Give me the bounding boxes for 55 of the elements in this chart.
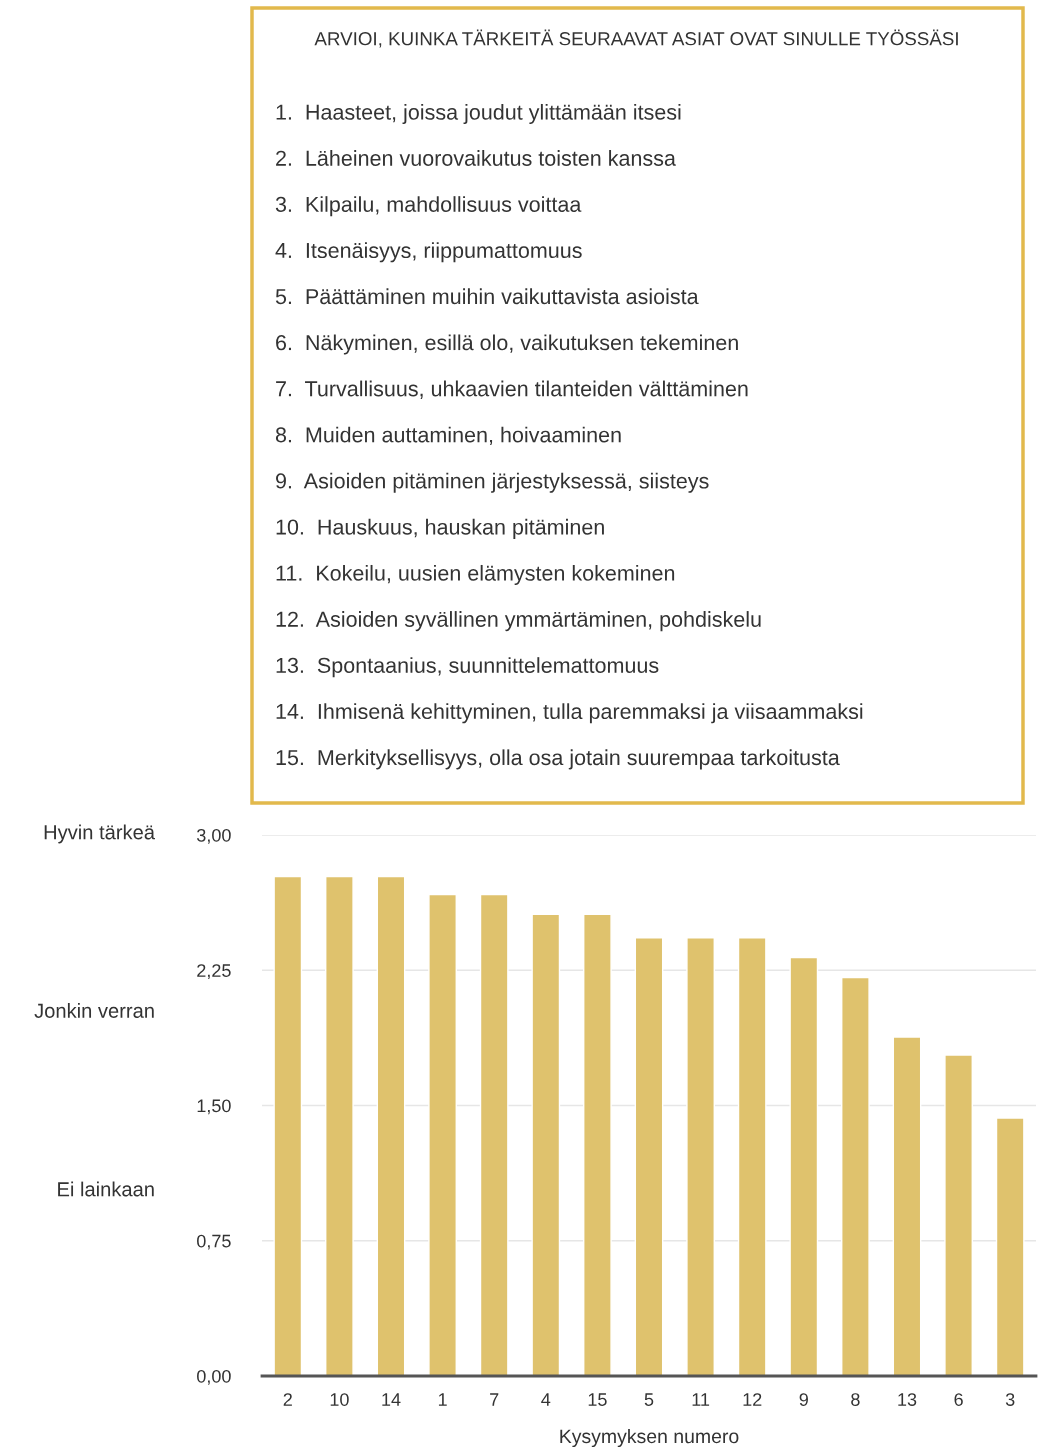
text: 3. Kilpailu, mahdollisuus voittaa (275, 196, 582, 217)
bar (634, 937, 664, 1376)
y-tick-label: 2,25 (197, 964, 231, 980)
text: 10. Hauskuus, hauskan pitäminen (276, 518, 604, 539)
x-tick-label: 4 (541, 1393, 551, 1406)
x-tick-label: 8 (851, 1393, 860, 1406)
x-tick-label: 9 (799, 1393, 808, 1406)
text: 12. Asioiden syvällinen ymmärtäminen, pohdiskelu (276, 611, 761, 632)
x-tick-label: 2 (283, 1393, 292, 1406)
text: Hyvin tärkeä (44, 824, 155, 844)
y-tick-label: 1,50 (197, 1099, 231, 1115)
x-tick-label: 7 (490, 1393, 499, 1406)
text: 11. Kokeilu, uusien elämysten kokeminen (276, 564, 675, 586)
x-tick-label: 11 (692, 1393, 710, 1406)
x-tick-label: 1 (438, 1393, 447, 1406)
text: 14. Ihmisenä kehittyminen, tulla paremmaksi ja viisaammaksi (276, 703, 863, 724)
text: 9. Asioiden pitäminen järjestyksessä, siisteys (276, 472, 709, 493)
bar (841, 976, 870, 1376)
text: 15. Merkityksellisyys, olla osa jotain suurempaa tarkoitusta (276, 749, 840, 770)
text: 2. Läheinen vuorovaikutus toisten kanssa (276, 150, 676, 166)
x-tick-label: 13 (898, 1393, 917, 1406)
y-tick-label: 0,00 (197, 1369, 231, 1385)
x-tick-label: 6 (954, 1393, 963, 1406)
text: 6. Näkyminen, esillä olo, vaikutuksen tekeminen (276, 334, 738, 355)
x-tick-label: 14 (382, 1393, 401, 1406)
bar (686, 937, 715, 1376)
bar (376, 875, 406, 1376)
text: 13. Spontaanius, suunnittelemattomuus (276, 657, 659, 678)
bar (531, 913, 561, 1376)
bar (892, 1036, 922, 1376)
x-tick-label: 5 (644, 1393, 654, 1406)
x-tick-label: 12 (743, 1393, 762, 1406)
text: Ei lainkaan (58, 1181, 154, 1197)
x-tick-label: 3 (1005, 1393, 1015, 1406)
text: 1. Haasteet, joissa joudut ylittämään itsesi (276, 103, 681, 125)
bar (737, 937, 767, 1376)
bar (789, 956, 819, 1376)
text: 4. Itsenäisyys, riippumattomuus (275, 242, 582, 263)
bar (583, 913, 612, 1376)
bar (995, 1117, 1025, 1376)
text: 5. Päättäminen muihin vaikuttavista asioista (275, 288, 699, 305)
bar (479, 893, 509, 1376)
y-tick-label: 0,75 (197, 1234, 231, 1250)
y-tick-label: 3,00 (197, 828, 231, 844)
bar (273, 875, 303, 1376)
x-tick-label: 10 (330, 1393, 349, 1406)
bar (325, 875, 354, 1376)
x-axis-title: Kysymyksen numero (560, 1428, 739, 1448)
text: 7. Turvallisuus, uhkaavien tilanteiden välttäminen (276, 380, 748, 399)
text: Jonkin verran (34, 1003, 154, 1018)
x-tick-label: 15 (588, 1393, 607, 1406)
text: 8. Muiden auttaminen, hoivaaminen (275, 426, 621, 446)
bar (944, 1054, 973, 1376)
bar (428, 893, 457, 1376)
chart-title: ARVIOI, KUINKA TÄRKEITÄ SEURAAVAT ASIAT OVAT SINULLE TYÖSSÄSI (314, 29, 958, 48)
